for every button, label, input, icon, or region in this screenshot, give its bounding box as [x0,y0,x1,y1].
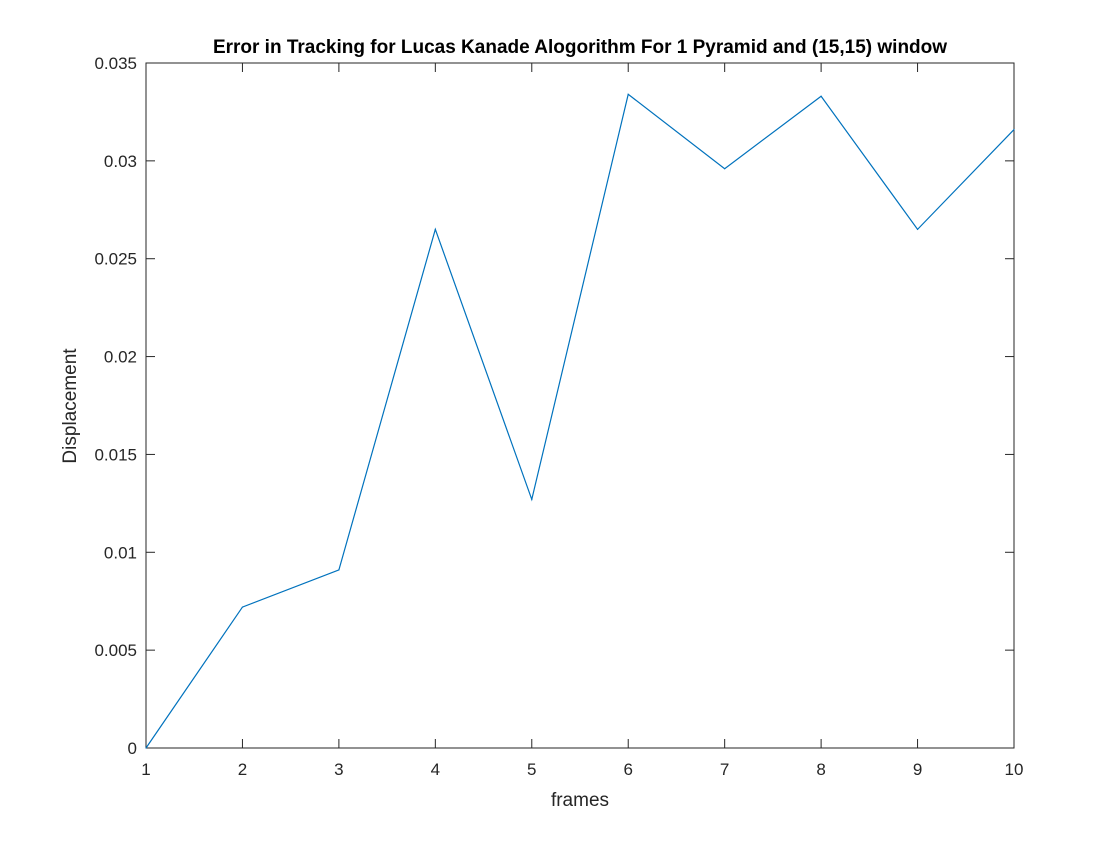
x-tick-label: 3 [334,760,343,779]
y-tick-label: 0.01 [104,543,137,562]
data-point [145,747,147,749]
y-tick-label: 0.005 [94,641,137,660]
data-point [531,498,533,501]
y-tick-label: 0.02 [104,348,137,367]
x-tick-label: 2 [238,760,247,779]
x-tick-label: 1 [141,760,150,779]
y-axis-label: Displacement [60,348,81,464]
chart-title: Error in Tracking for Lucas Kanade Alogo… [213,37,947,58]
y-tick-label: 0.025 [94,250,137,269]
y-tick-label: 0 [128,739,137,758]
y-tick-label: 0.035 [94,54,137,73]
data-point [724,168,726,170]
axes-box [145,62,1015,749]
x-tick-label: 6 [623,760,632,779]
x-tick-label: 4 [431,760,440,779]
x-tick-label: 10 [1005,760,1024,779]
data-point [1013,128,1015,131]
x-tick-label: 5 [527,760,536,779]
x-axis-label: frames [551,790,609,811]
data-point [434,228,436,230]
x-tick-label: 9 [913,760,922,779]
data-point [820,95,822,97]
data-point [627,93,629,95]
x-tick-label: 8 [816,760,825,779]
series-line [145,93,1015,749]
data-point [241,606,244,608]
plot-area: 1 2 3 4 5 6 7 8 9 10 0 0.005 0.01 0.015 0.02 0.025 0.03 0… [94,54,1023,779]
data-point [338,569,340,571]
x-tick-label: 7 [720,760,729,779]
y-tick-label: 0.03 [104,152,137,171]
data-point [916,228,919,230]
y-tick-label: 0.015 [94,445,137,464]
